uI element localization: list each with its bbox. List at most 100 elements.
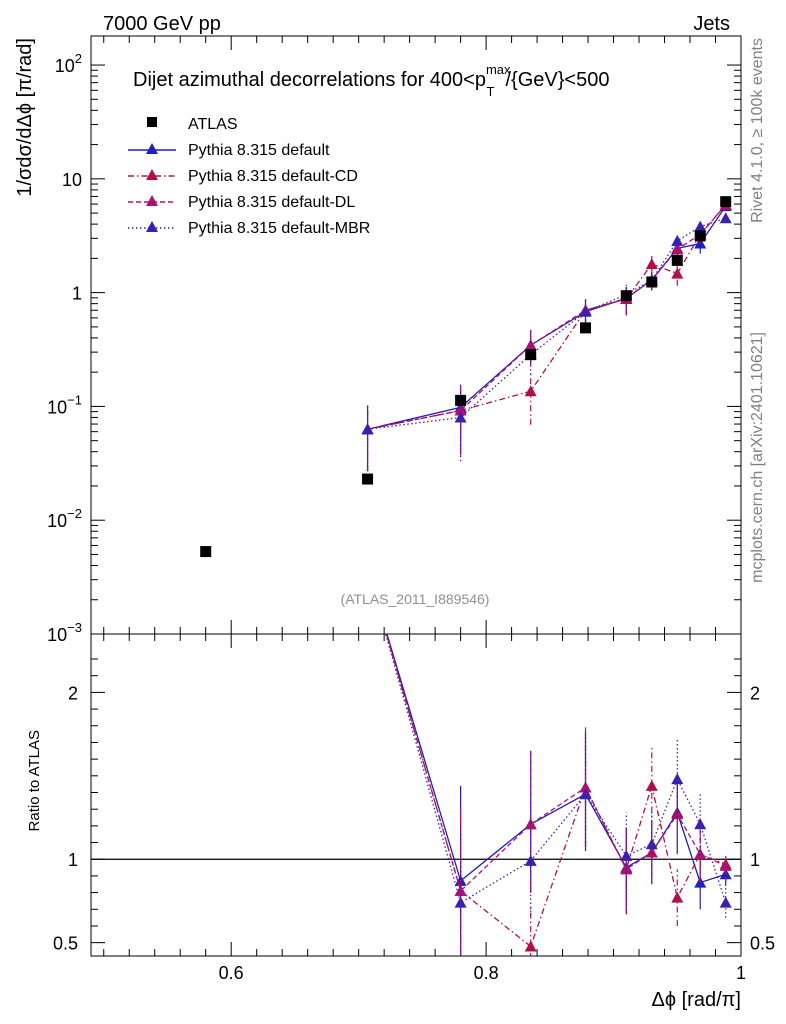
marker-default-dl [524, 339, 537, 351]
ratio-marker-default-cd [362, 563, 374, 574]
chart-title: Dijet azimuthal decorrelations for 400<p… [133, 62, 609, 99]
marker-default-mbr [694, 220, 707, 232]
marker-default-mbr [719, 212, 732, 224]
ratio-line-default [386, 634, 726, 884]
ratio-marker-default-mbr [671, 773, 684, 785]
ratio-marker-default-cd [524, 940, 537, 952]
ratio-marker-default-dl [719, 859, 732, 871]
ratio-tick-label-left: 0.5 [53, 934, 78, 954]
header-energy: 7000 GeV pp [103, 13, 221, 35]
ratio-tick-label-right: 1 [750, 850, 760, 870]
legend-marker-default [146, 143, 158, 154]
x-axis-label: Δϕ [rad/π] [652, 989, 742, 1011]
ratio-marker-default-mbr [579, 788, 592, 800]
y-tick-base: 10 [55, 56, 75, 76]
ratio-marker-default-dl [671, 808, 684, 820]
legend-marker-default-cd [146, 169, 158, 180]
atlas-data-point [646, 276, 658, 288]
y-tick-base: 10 [47, 397, 67, 417]
y-tick-label: 10−1 [47, 392, 82, 417]
ratio-marker-default-mbr [524, 854, 537, 866]
ratio-series-layer [91, 563, 741, 956]
atlas-data-point [580, 322, 592, 334]
chart-title-sup: max [486, 62, 511, 77]
y-tick-label: 102 [55, 51, 82, 76]
ratio-marker-default-mbr [620, 849, 633, 861]
atlas-data-point [671, 254, 683, 266]
chart-title-tail: /{GeV}<500 [505, 69, 609, 91]
y-tick-base: 1 [72, 284, 82, 304]
marker-default-cd [524, 385, 537, 397]
ratio-plot-frame [90, 633, 742, 957]
series-line-default-cd [367, 204, 727, 430]
y-tick-exp: 2 [75, 51, 82, 66]
y-tick-base: 10 [62, 170, 82, 190]
ratio-marker-default-dl [694, 848, 707, 860]
main-series-layer [200, 196, 732, 558]
marker-default-mbr [454, 411, 467, 423]
mcplots-reference-label: mcplots.cern.ch [arXiv:2401.10621] [749, 332, 766, 583]
series-line-default [367, 205, 727, 430]
ratio-line-default-dl [385, 634, 726, 893]
y-tick-exp: −1 [67, 392, 82, 407]
ratio-marker-default [362, 563, 374, 574]
legend-label-default-cd: Pythia 8.315 default-CD [188, 168, 358, 185]
y-tick-base: 10 [47, 625, 67, 645]
legend-marker-default-dl [146, 195, 158, 206]
ratio-tick-label-left: 2 [68, 683, 78, 703]
ratio-marker-default-mbr [362, 563, 374, 574]
ratio-marker-default-cd [671, 891, 684, 903]
legend-label-atlas: ATLAS [188, 116, 238, 133]
ratio-marker-default-cd [645, 779, 658, 791]
ratio-marker-default-dl [579, 781, 592, 793]
y-tick-base: 10 [47, 511, 67, 531]
ratio-line-default-cd [385, 634, 726, 948]
ratio-y-axis-label: Ratio to ATLAS [26, 730, 43, 831]
ratio-tick-label-left: 1 [68, 850, 78, 870]
legend-label-default: Pythia 8.315 default [188, 142, 330, 159]
marker-default-mbr [579, 305, 592, 317]
legend-label-default-mbr: Pythia 8.315 default-MBR [188, 220, 370, 237]
ratio-marker-default-mbr [454, 896, 467, 908]
atlas-data-point [362, 473, 374, 485]
y-tick-exp: −2 [67, 506, 82, 521]
ratio-line-default-mbr [385, 634, 727, 904]
marker-default-cd [645, 258, 658, 270]
y-tick-label: 1 [72, 284, 82, 304]
ratio-marker-default-dl [645, 846, 658, 858]
legend: ATLAS Pythia 8.315 default Pythia 8.315 … [128, 116, 370, 237]
atlas-data-point [200, 546, 212, 558]
legend-marker-default-mbr [146, 221, 158, 232]
ratio-marker-default-dl [362, 563, 374, 574]
y-tick-label: 10−3 [47, 620, 82, 645]
y-tick-exp: −3 [67, 620, 82, 635]
analysis-id-label: (ATLAS_2011_I889546) [341, 591, 490, 607]
y-tick-label: 10 [62, 170, 82, 190]
x-tick-label: 1 [736, 963, 746, 983]
chart-title-sub: T [487, 84, 495, 99]
atlas-data-point [720, 196, 732, 208]
atlas-data-point [455, 394, 467, 406]
ratio-tick-label-right: 2 [750, 683, 760, 703]
x-tick-label: 0.8 [474, 963, 499, 983]
ratio-marker-default-mbr [694, 818, 707, 830]
ratio-tick-label-right: 0.5 [750, 934, 775, 954]
header-category: Jets [693, 13, 730, 35]
legend-label-default-dl: Pythia 8.315 default-DL [188, 194, 355, 211]
y-tick-label: 10−2 [47, 506, 82, 531]
ratio-marker-default-mbr [645, 838, 658, 850]
atlas-data-point [525, 349, 537, 361]
marker-default-cd [671, 267, 684, 279]
series-line-default-dl [367, 204, 727, 430]
ratio-marker-default-mbr [719, 896, 732, 908]
rivet-version-label: Rivet 4.1.0, ≥ 100k events [749, 38, 766, 223]
series-line-default-mbr [367, 217, 726, 430]
chart-title-main: Dijet azimuthal decorrelations for 400<p [133, 69, 486, 91]
legend-marker-atlas [147, 117, 157, 127]
atlas-data-point [620, 290, 632, 302]
x-tick-label: 0.6 [219, 963, 244, 983]
marker-default-mbr [671, 234, 684, 246]
atlas-data-point [694, 230, 706, 242]
marker-default-mbr [361, 423, 374, 435]
